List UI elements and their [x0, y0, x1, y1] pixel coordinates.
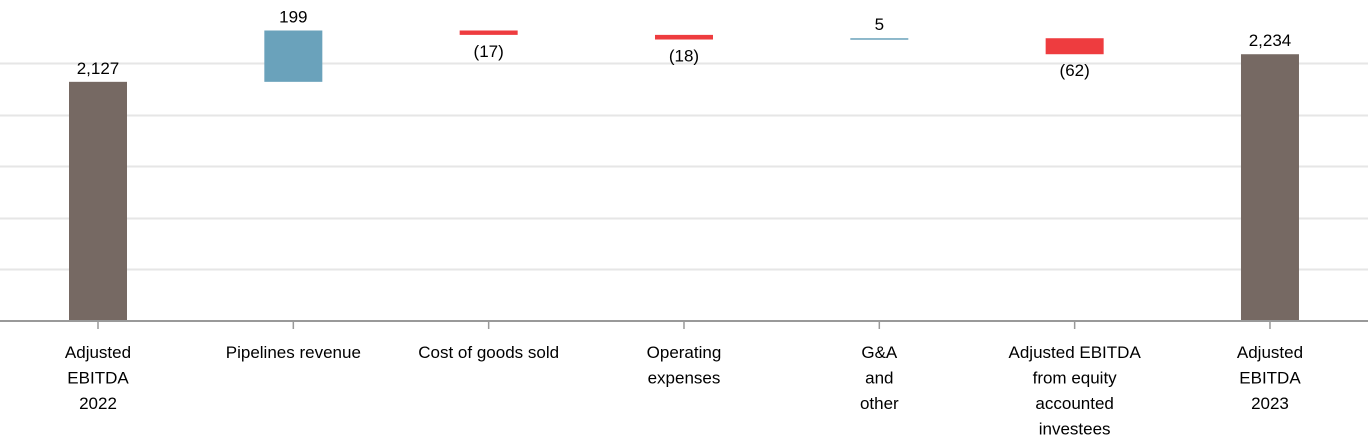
bar-2 — [459, 30, 518, 35]
category-label-0: Adjusted EBITDA 2022 — [65, 343, 131, 413]
x-axis — [0, 320, 1368, 329]
category-label-3-line-0: Operating — [647, 343, 722, 362]
gridlines — [0, 62, 1368, 271]
value-label-2: (17) — [474, 42, 504, 61]
category-label-2-line-0: Cost of goods sold — [418, 343, 559, 362]
category-label-1: Pipelines revenue — [226, 343, 361, 362]
category-label-0-line-0: Adjusted — [65, 343, 131, 362]
category-label-5: Adjusted EBITDA from equity accounted inves… — [1009, 343, 1142, 438]
category-label-5-line-2: accounted — [1035, 394, 1113, 413]
category-label-6-line-1: EBITDA — [1239, 369, 1301, 388]
value-label-1: 199 — [279, 7, 307, 26]
bar-4 — [850, 38, 909, 40]
category-label-1-line-0: Pipelines revenue — [226, 343, 361, 362]
category-label-5-line-3: investees — [1039, 420, 1111, 438]
value-label-5: (62) — [1060, 61, 1090, 80]
category-label-0-line-1: EBITDA — [67, 369, 129, 388]
category-label-5-line-0: Adjusted EBITDA — [1009, 343, 1142, 362]
value-label-0: 2,127 — [77, 59, 120, 78]
bar-5 — [1045, 38, 1104, 55]
category-label-0-line-2: 2022 — [79, 394, 117, 413]
category-label-6-line-2: 2023 — [1251, 394, 1289, 413]
category-label-4-line-1: and — [865, 369, 893, 388]
category-label-6: Adjusted EBITDA 2023 — [1237, 343, 1303, 413]
category-label-4: G&A and other — [860, 343, 899, 413]
value-label-4: 5 — [875, 15, 884, 34]
bar-3 — [654, 34, 713, 40]
category-label-3: Operating expenses — [647, 343, 722, 388]
bar-6 — [1240, 54, 1299, 322]
category-label-6-line-0: Adjusted — [1237, 343, 1303, 362]
bar-1 — [264, 30, 323, 82]
category-labels: Adjusted EBITDA 2022 Pipelines revenue Cost … — [65, 343, 1303, 438]
category-label-2: Cost of goods sold — [418, 343, 559, 362]
value-label-6: 2,234 — [1249, 31, 1292, 50]
category-label-4-line-0: G&A — [861, 343, 898, 362]
bars — [69, 30, 1299, 322]
category-label-4-line-2: other — [860, 394, 899, 413]
category-label-5-line-1: from equity — [1033, 369, 1118, 388]
value-label-3: (18) — [669, 47, 699, 66]
value-labels: 2,127 199 (17) (18) 5 (62) 2,234 — [77, 7, 1292, 80]
bar-0 — [69, 81, 127, 321]
category-label-3-line-1: expenses — [648, 369, 721, 388]
